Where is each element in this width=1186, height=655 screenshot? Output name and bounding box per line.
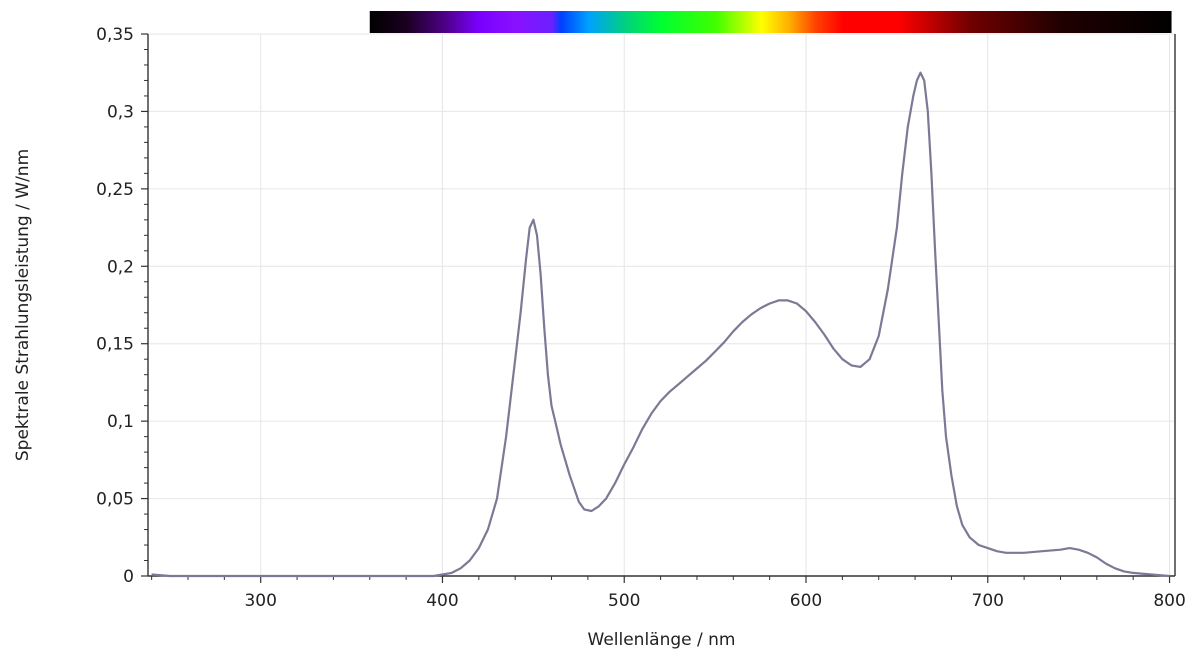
y-tick-label: 0,2 — [107, 257, 134, 277]
y-tick-label: 0,3 — [107, 102, 134, 122]
y-tick-label: 0,05 — [96, 490, 134, 510]
y-tick-label: 0,1 — [107, 412, 134, 432]
x-tick-label: 800 — [1153, 591, 1185, 611]
color-spectrum-bar — [369, 11, 1172, 33]
grid — [148, 33, 1175, 576]
y-tick-label: 0,15 — [96, 335, 134, 355]
y-tick-label: 0,25 — [96, 180, 134, 200]
x-tick-label: 700 — [972, 591, 1004, 611]
y-tick-labels: 0 0,05 0,1 0,15 0,2 0,25 0,3 0,35 — [96, 25, 134, 587]
x-tick-label: 500 — [608, 591, 640, 611]
y-tick-label: 0,35 — [96, 25, 134, 45]
axes — [141, 33, 1176, 583]
y-axis-title: Spektrale Strahlungsleistung / W/nm — [13, 149, 33, 461]
x-tick-label: 600 — [790, 591, 822, 611]
x-tick-label: 300 — [244, 591, 276, 611]
x-tick-labels: 300 400 500 600 700 800 — [244, 591, 1185, 611]
x-tick-label: 400 — [426, 591, 458, 611]
y-tick-label: 0 — [123, 567, 134, 587]
spectrum-series-line — [151, 71, 1170, 578]
x-axis-title: Wellenlänge / nm — [588, 630, 736, 650]
